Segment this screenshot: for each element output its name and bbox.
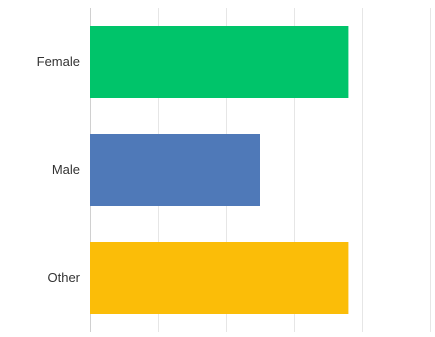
bar-male <box>90 134 260 206</box>
bars <box>90 26 349 314</box>
bar-female <box>90 26 349 98</box>
category-label-other: Other <box>47 270 80 285</box>
category-label-male: Male <box>52 162 80 177</box>
bar-other <box>90 242 349 314</box>
category-label-female: Female <box>37 54 80 69</box>
category-labels: Female Male Other <box>37 54 81 285</box>
